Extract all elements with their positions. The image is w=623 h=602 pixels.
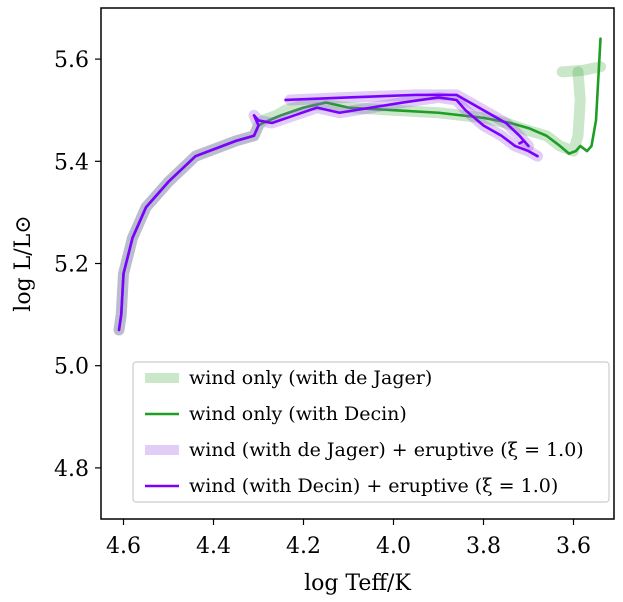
x-tick-label: 4.0 [376, 534, 411, 559]
x-tick-label: 3.8 [466, 534, 501, 559]
y-tick-label: 5.2 [54, 253, 89, 278]
legend-label: wind only (with de Jager) [189, 367, 432, 389]
axis-label-layer: log Teff/K log L/L⊙ [11, 215, 411, 596]
series-line-2 [117, 37, 602, 332]
series-line-3 [113, 91, 543, 336]
y-tick-label: 5.6 [54, 48, 89, 73]
y-axis-label: log L/L⊙ [11, 215, 36, 311]
legend-label: wind only (with Decin) [189, 403, 407, 425]
series-line-1 [556, 61, 606, 78]
series-line-6 [284, 93, 530, 148]
tick-layer: 4.6 4.4 4.2 4.0 3.8 3.6 4.8 5.0 5.2 5.4 5.6 [54, 48, 591, 559]
legend: wind only (with de Jager) wind only (with… [132, 361, 610, 503]
x-tick-label: 4.4 [196, 534, 231, 559]
x-tick-label: 3.6 [556, 534, 591, 559]
y-tick-label: 5.4 [54, 150, 89, 175]
x-tick-label: 4.6 [106, 534, 141, 559]
x-tick-label: 4.2 [286, 534, 321, 559]
legend-box [132, 361, 610, 503]
series-line-5 [117, 96, 539, 332]
legend-label: wind (with de Jager) + eruptive (ξ = 1.0… [189, 439, 584, 461]
x-axis-label: log Teff/K [304, 571, 411, 596]
y-tick-label: 5.0 [54, 355, 89, 380]
legend-label: wind (with Decin) + eruptive (ξ = 1.0) [189, 475, 558, 497]
series-layer [113, 37, 606, 336]
y-tick-label: 4.8 [54, 457, 89, 482]
